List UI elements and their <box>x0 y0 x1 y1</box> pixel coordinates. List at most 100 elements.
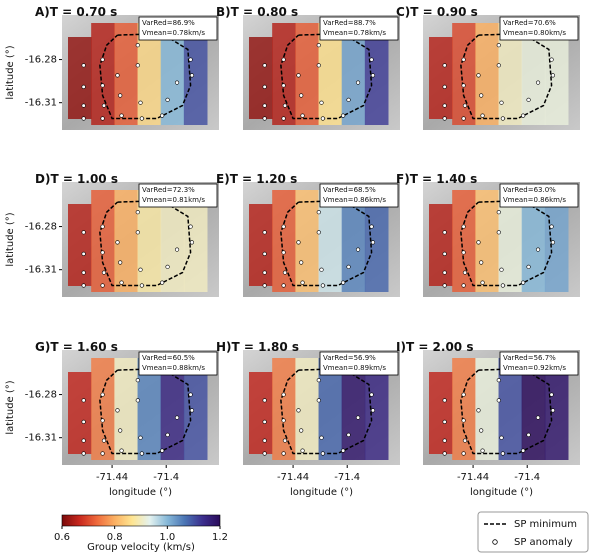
panel-title: F)T = 1.40 s <box>396 172 477 186</box>
sp-anomaly-point <box>370 58 374 62</box>
sp-anomaly-point <box>297 241 301 245</box>
sp-anomaly-point <box>263 64 267 68</box>
varred-text: VarRed=63.0% <box>503 186 556 194</box>
sp-anomaly-point <box>479 429 483 433</box>
panel-label: H) <box>216 340 232 354</box>
sp-anomaly-point <box>282 419 286 423</box>
sp-anomaly-point <box>321 117 325 121</box>
varred-text: VarRed=56.9% <box>323 354 376 362</box>
x-tick-label: -71.4 <box>334 472 360 483</box>
panel-title: C)T = 0.90 s <box>396 5 478 19</box>
panel-label: F) <box>396 172 410 186</box>
sp-anomaly-point <box>101 393 105 397</box>
sp-anomaly-point <box>550 225 554 229</box>
sp-anomaly-point <box>536 248 540 252</box>
sp-anomaly-point <box>317 64 321 68</box>
panel-label: D) <box>35 172 50 186</box>
varred-text: VarRed=60.5% <box>142 354 195 362</box>
sp-anomaly-point <box>481 114 485 118</box>
vmean-text: Vmean=0.88km/s <box>142 364 205 372</box>
panel-period: T = 0.80 s <box>231 5 299 19</box>
sp-anomaly-point <box>102 439 106 443</box>
sp-anomaly-point <box>356 248 360 252</box>
sp-anomaly-point <box>371 74 375 78</box>
colorbar <box>62 515 220 526</box>
sp-anomaly-point <box>320 101 324 105</box>
sp-anomaly-point <box>136 43 140 47</box>
sp-anomaly-point <box>463 104 467 108</box>
panel-label: I) <box>396 340 406 354</box>
sp-anomaly-point <box>82 64 86 68</box>
x-axis-label: longitude (°) <box>290 487 353 498</box>
legend-circle <box>493 540 498 545</box>
colorbar-tick-label: 0.6 <box>54 532 70 543</box>
sp-anomaly-point <box>481 281 485 285</box>
x-tick-label: -71.44 <box>96 472 128 483</box>
velocity-cell <box>272 358 296 460</box>
sp-anomaly-point <box>189 393 193 397</box>
sp-anomaly-point <box>82 85 86 89</box>
sp-anomaly-point <box>139 101 143 105</box>
sp-anomaly-point <box>160 449 164 453</box>
vmean-text: Vmean=0.80km/s <box>503 29 566 37</box>
sp-anomaly-point <box>462 251 466 255</box>
sp-anomaly-point <box>120 114 124 118</box>
sp-anomaly-point <box>297 409 301 413</box>
x-tick-label: -71.4 <box>153 472 179 483</box>
sp-anomaly-point <box>101 452 105 456</box>
sp-anomaly-point <box>116 74 120 78</box>
panel-period: T = 1.00 s <box>50 172 118 186</box>
sp-anomaly-point <box>443 399 447 403</box>
sp-anomaly-point <box>101 58 105 62</box>
sp-anomaly-point <box>443 284 447 288</box>
varred-text: VarRed=68.5% <box>323 186 376 194</box>
sp-anomaly-point <box>263 117 267 121</box>
y-tick-label: -16.28 <box>25 55 57 66</box>
sp-anomaly-point <box>166 433 170 437</box>
sp-anomaly-point <box>521 114 525 118</box>
sp-anomaly-point <box>282 452 286 456</box>
sp-anomaly-point <box>136 210 140 214</box>
sp-anomaly-point <box>82 271 86 275</box>
sp-anomaly-point <box>527 433 531 437</box>
sp-anomaly-point <box>120 281 124 285</box>
sp-anomaly-point <box>317 43 321 47</box>
y-tick-label: -16.31 <box>25 98 57 109</box>
y-tick-label: -16.31 <box>25 433 57 444</box>
sp-anomaly-point <box>551 409 555 413</box>
velocity-cell <box>91 23 115 125</box>
sp-anomaly-point <box>102 104 106 108</box>
panel-label: E) <box>216 172 230 186</box>
sp-anomaly-point <box>462 393 466 397</box>
sp-anomaly-point <box>317 210 321 214</box>
vmean-text: Vmean=0.81km/s <box>142 196 205 204</box>
sp-anomaly-point <box>443 231 447 235</box>
sp-anomaly-point <box>443 452 447 456</box>
sp-anomaly-point <box>189 58 193 62</box>
velocity-cell <box>452 23 476 125</box>
sp-anomaly-point <box>317 231 321 235</box>
y-axis-label: latitude (°) <box>5 45 16 99</box>
panel-label: G) <box>35 340 50 354</box>
sp-anomaly-point <box>462 84 466 88</box>
sp-anomaly-point <box>497 210 501 214</box>
varred-text: VarRed=86.9% <box>142 19 195 27</box>
sp-anomaly-point <box>166 265 170 269</box>
vmean-text: Vmean=0.89km/s <box>323 364 386 372</box>
sp-anomaly-point <box>101 117 105 121</box>
sp-anomaly-point <box>282 117 286 121</box>
y-axis-label: latitude (°) <box>5 380 16 434</box>
sp-anomaly-point <box>140 284 144 288</box>
vmean-text: Vmean=0.78km/s <box>142 29 205 37</box>
sp-anomaly-point <box>263 420 267 424</box>
sp-anomaly-point <box>283 439 287 443</box>
sp-anomaly-point <box>317 378 321 382</box>
sp-anomaly-point <box>282 84 286 88</box>
sp-anomaly-point <box>521 281 525 285</box>
sp-anomaly-point <box>500 101 504 105</box>
sp-anomaly-point <box>347 98 351 102</box>
sp-anomaly-point <box>282 284 286 288</box>
sp-anomaly-point <box>299 429 303 433</box>
sp-anomaly-point <box>462 419 466 423</box>
panel-period: T = 1.60 s <box>50 340 118 354</box>
